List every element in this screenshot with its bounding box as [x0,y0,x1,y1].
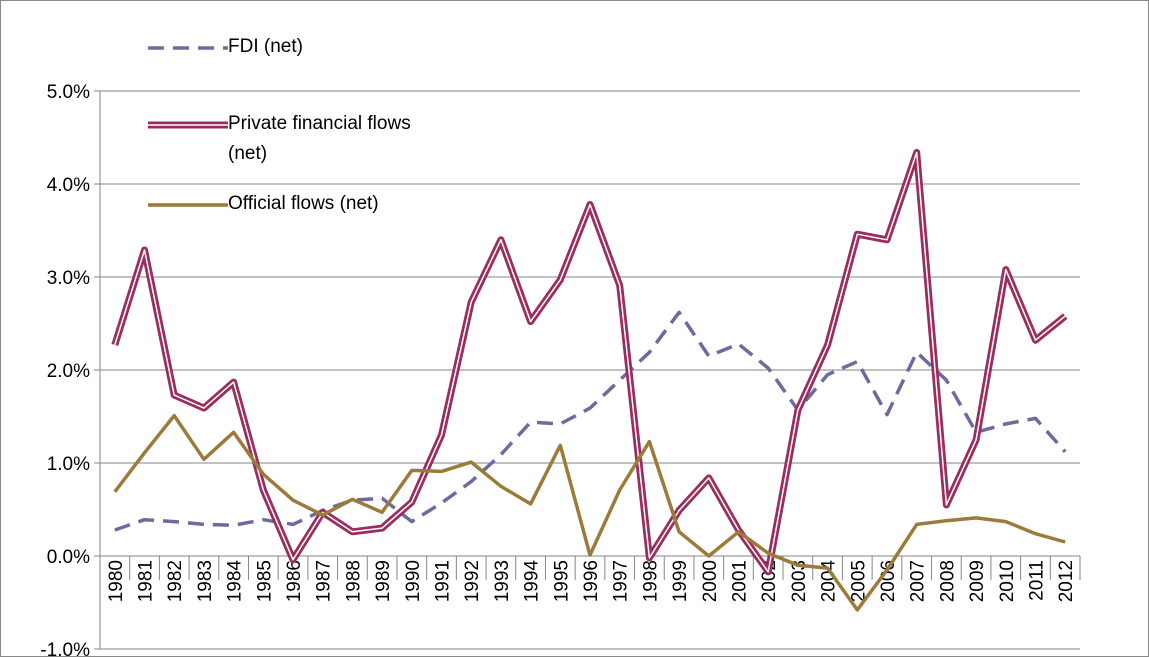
x-tick-label: 1988 [343,560,364,602]
x-tick-label: 1999 [670,560,691,602]
x-tick-label: 1987 [314,560,335,602]
series-line [113,413,1066,612]
y-tick-label: 0.0% [47,547,90,568]
x-tick-label: 1982 [165,560,186,602]
y-tick-label: 3.0% [47,268,90,289]
series-line [114,310,1067,532]
y-tick-label: 5.0% [47,82,90,103]
x-tick-label: 1981 [136,560,157,602]
x-tick-label: 1997 [611,560,632,602]
x-tick-label: 1995 [551,560,572,602]
x-tick-label: 1996 [581,560,602,602]
x-tick-label: 1980 [106,560,127,602]
x-tick-label: 1992 [462,560,483,602]
x-tick-label: 1984 [225,560,246,603]
x-tick-label: 1985 [254,560,275,602]
x-tick-label: 1993 [492,560,513,602]
legend-label: FDI (net) [228,36,303,57]
x-tick-label: 1989 [373,560,394,602]
x-tick-label: 2004 [819,560,840,603]
y-tick-label: 1.0% [47,454,90,475]
x-tick-label: 2009 [967,560,988,602]
x-tick-label: 1986 [284,560,305,602]
legend-label: Private financial flows (net) [228,113,411,164]
y-tick-label: -1.0% [40,640,90,657]
y-tick-label: 2.0% [47,361,90,382]
x-tick-label: 2000 [700,560,721,602]
x-tick-label: 2008 [937,560,958,602]
y-tick-label: 4.0% [47,175,90,196]
x-tick-label: 1994 [522,560,543,603]
legend-label: Official flows (net) [228,193,379,214]
x-tick-label: 2005 [848,560,869,602]
x-tick-label: 1991 [433,560,454,602]
x-tick-label: 2001 [729,560,750,602]
x-tick-label: 2011 [1026,560,1047,601]
x-tick-label: 2007 [908,560,929,602]
x-tick-label: 2003 [789,560,810,602]
x-tick-label: 1983 [195,560,216,602]
x-tick-label: 2006 [878,560,899,602]
series-line-inner [114,151,1066,573]
x-tick-label: 1998 [640,560,661,602]
x-tick-label: 2012 [1056,560,1077,602]
x-tick-label: 2010 [997,560,1018,602]
x-tick-label: 1990 [403,560,424,602]
